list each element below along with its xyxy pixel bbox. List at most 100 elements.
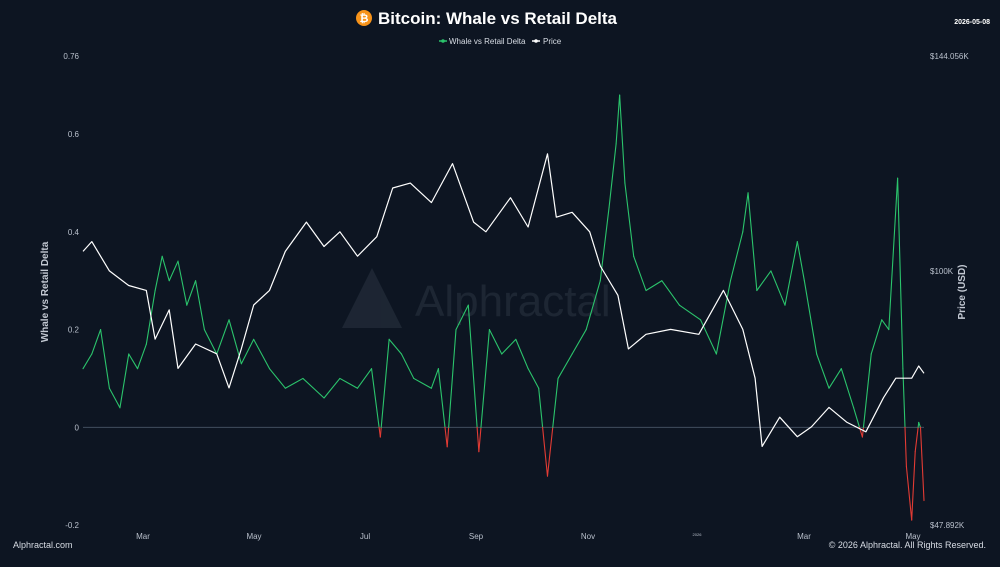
- delta-line-segment: [339, 377, 359, 389]
- delta-line-segment: [91, 329, 102, 355]
- delta-line-segment: [904, 426, 907, 467]
- delta-line-segment: [585, 280, 601, 331]
- legend-entry-delta: Whale vs Retail Delta: [449, 37, 526, 46]
- delta-line-segment: [905, 465, 913, 521]
- delta-line-segment: [747, 192, 758, 292]
- delta-line-segment: [370, 368, 380, 428]
- delta-line-segment: [828, 368, 842, 389]
- axes-layer: 0.76 0.6 0.4 0.2 0 -0.2 $144.056K $100K $47.892K…: [63, 52, 969, 541]
- bitcoin-icon-glyph: ₿: [360, 13, 369, 25]
- delta-line-segment: [571, 329, 587, 355]
- delta-line-segment: [552, 377, 559, 428]
- delta-line-segment: [284, 377, 304, 389]
- y-axis-left-label: Whale vs Retail Delta: [40, 241, 51, 342]
- delta-line-segment: [608, 143, 617, 208]
- x-tick-label: 2026: [693, 532, 703, 537]
- delta-line-segment: [803, 280, 818, 355]
- delta-line-segment: [195, 280, 205, 331]
- delta-line-segment: [455, 304, 469, 331]
- y-right-tick-label: $100K: [930, 267, 954, 276]
- x-tick-label: Sep: [469, 532, 484, 541]
- delta-line-segment: [784, 241, 798, 306]
- y-left-tick-label: 0.6: [68, 130, 80, 139]
- delta-line-segment: [444, 426, 448, 448]
- delta-line-segment: [853, 407, 861, 428]
- delta-line-segment: [302, 377, 325, 399]
- delta-line-segment: [253, 338, 271, 370]
- legend-marker-price: [534, 39, 538, 43]
- delta-line-segment: [380, 338, 390, 428]
- footer-copyright: © 2026 Alphractal. All Rights Reserved.: [829, 540, 986, 550]
- delta-line-segment: [119, 353, 130, 409]
- delta-line-segment: [356, 368, 373, 389]
- delta-line-segment: [840, 368, 855, 409]
- delta-line-segment: [756, 270, 772, 292]
- delta-line-segment: [515, 338, 529, 370]
- footer-source: Alphractal.com: [13, 540, 73, 550]
- delta-line-segment: [918, 421, 922, 428]
- delta-line-segment: [400, 353, 415, 379]
- delta-line-segment: [476, 426, 480, 453]
- delta-line-segment: [624, 182, 635, 257]
- delta-line-segment: [240, 338, 255, 365]
- delta-line-segment: [177, 260, 188, 306]
- delta-line-segment: [862, 353, 872, 428]
- delta-line-segment: [742, 192, 749, 233]
- header: ₿ Bitcoin: Whale vs Retail Delta 2026-05…: [356, 9, 990, 28]
- y-axis-right-label: Price (USD): [957, 264, 968, 319]
- delta-line-segment: [161, 255, 170, 282]
- price-series-layer: [82, 153, 925, 447]
- legend: Whale vs Retail Delta Price: [439, 37, 562, 46]
- watermark-logo: [342, 268, 402, 328]
- delta-line-segment: [796, 241, 805, 282]
- watermark: Alphractal: [342, 268, 611, 328]
- delta-line-segment: [816, 353, 830, 389]
- y-right-tick-label: $47.892K: [930, 521, 965, 530]
- delta-line-segment: [888, 177, 899, 331]
- delta-line-segment: [323, 377, 341, 399]
- delta-line-segment: [661, 280, 680, 306]
- y-left-tick-label: 0.4: [68, 228, 80, 237]
- chart-title: Bitcoin: Whale vs Retail Delta: [378, 9, 618, 28]
- delta-line-segment: [615, 94, 621, 145]
- delta-line-segment: [168, 260, 179, 282]
- legend-entry-price: Price: [543, 37, 562, 46]
- watermark-text: Alphractal: [415, 277, 611, 326]
- price-line: [82, 153, 925, 447]
- delta-line-segment: [446, 426, 450, 448]
- delta-line-segment: [388, 338, 403, 355]
- delta-line-segment: [216, 319, 230, 355]
- delta-line-segment: [538, 387, 544, 428]
- delta-line-segment: [861, 426, 865, 438]
- y-left-tick-label: -0.2: [65, 521, 79, 530]
- delta-line-segment: [557, 353, 573, 379]
- delta-line-segment: [203, 329, 218, 355]
- x-tick-label: May: [905, 532, 920, 541]
- delta-series-layer: [82, 94, 925, 521]
- delta-line-segment: [430, 368, 439, 389]
- y-left-tick-label: 0.2: [68, 326, 80, 335]
- delta-line-segment: [480, 329, 490, 428]
- delta-line-segment: [413, 377, 432, 389]
- delta-line-segment: [154, 255, 163, 292]
- y-left-tick-label: 0: [75, 423, 80, 432]
- delta-line-segment: [108, 387, 121, 409]
- y-right-tick-label: $144.056K: [930, 52, 969, 61]
- delta-line-segment: [128, 353, 139, 370]
- x-tick-label: May: [246, 532, 261, 541]
- delta-line-segment: [136, 343, 147, 370]
- delta-line-segment: [715, 280, 732, 355]
- x-tick-label: Mar: [136, 532, 150, 541]
- delta-line-segment: [919, 426, 925, 502]
- delta-line-segment: [633, 255, 647, 292]
- delta-line-segment: [379, 426, 382, 438]
- delta-line-segment: [770, 270, 786, 306]
- delta-line-segment: [268, 368, 286, 389]
- y-left-tick-label: 0.76: [63, 52, 79, 61]
- delta-line-segment: [678, 304, 702, 321]
- x-tick-label: Nov: [581, 532, 595, 541]
- delta-line-segment: [448, 329, 457, 428]
- delta-line-segment: [467, 304, 478, 428]
